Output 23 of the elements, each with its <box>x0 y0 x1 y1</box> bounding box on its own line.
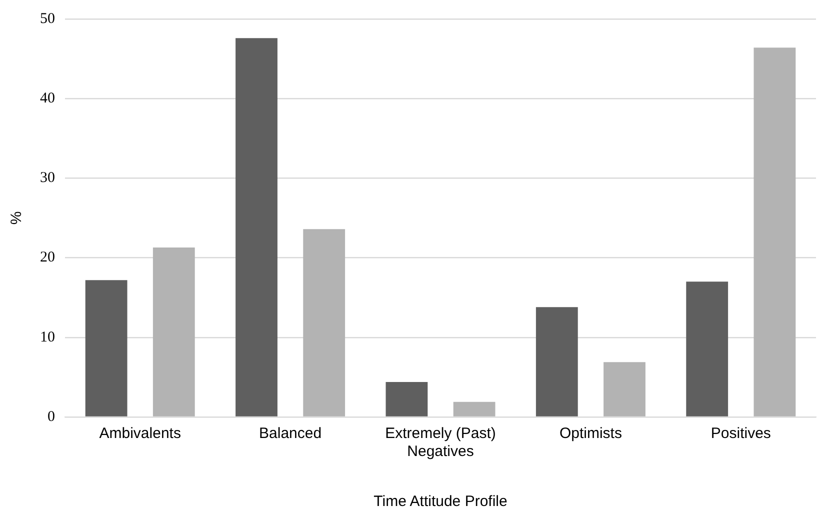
bar <box>386 382 428 416</box>
y-tick-label: 50 <box>40 10 55 27</box>
bar <box>152 247 195 416</box>
bar <box>754 48 796 416</box>
y-tick-label: 10 <box>40 329 55 346</box>
y-tick-label: 30 <box>40 170 55 186</box>
y-axis-title: % <box>8 211 26 225</box>
bar <box>604 362 646 416</box>
bar <box>453 402 496 416</box>
bar <box>686 282 728 416</box>
x-tick-label: Optimists <box>559 425 622 442</box>
bar <box>85 280 128 416</box>
x-tick-label: Balanced <box>259 425 322 442</box>
bar <box>236 38 278 416</box>
x-tick-label: Ambivalents <box>99 425 181 442</box>
bar <box>303 229 346 416</box>
x-tick-label: Positives <box>710 425 771 442</box>
bar <box>536 307 578 416</box>
y-tick-label: 0 <box>48 408 55 425</box>
x-tick-label: Extremely (Past) Negatives <box>385 425 496 460</box>
y-tick-label: 20 <box>40 250 55 266</box>
x-axis-title: Time Attitude Profile <box>374 493 508 510</box>
y-tick-label: 40 <box>40 90 55 107</box>
